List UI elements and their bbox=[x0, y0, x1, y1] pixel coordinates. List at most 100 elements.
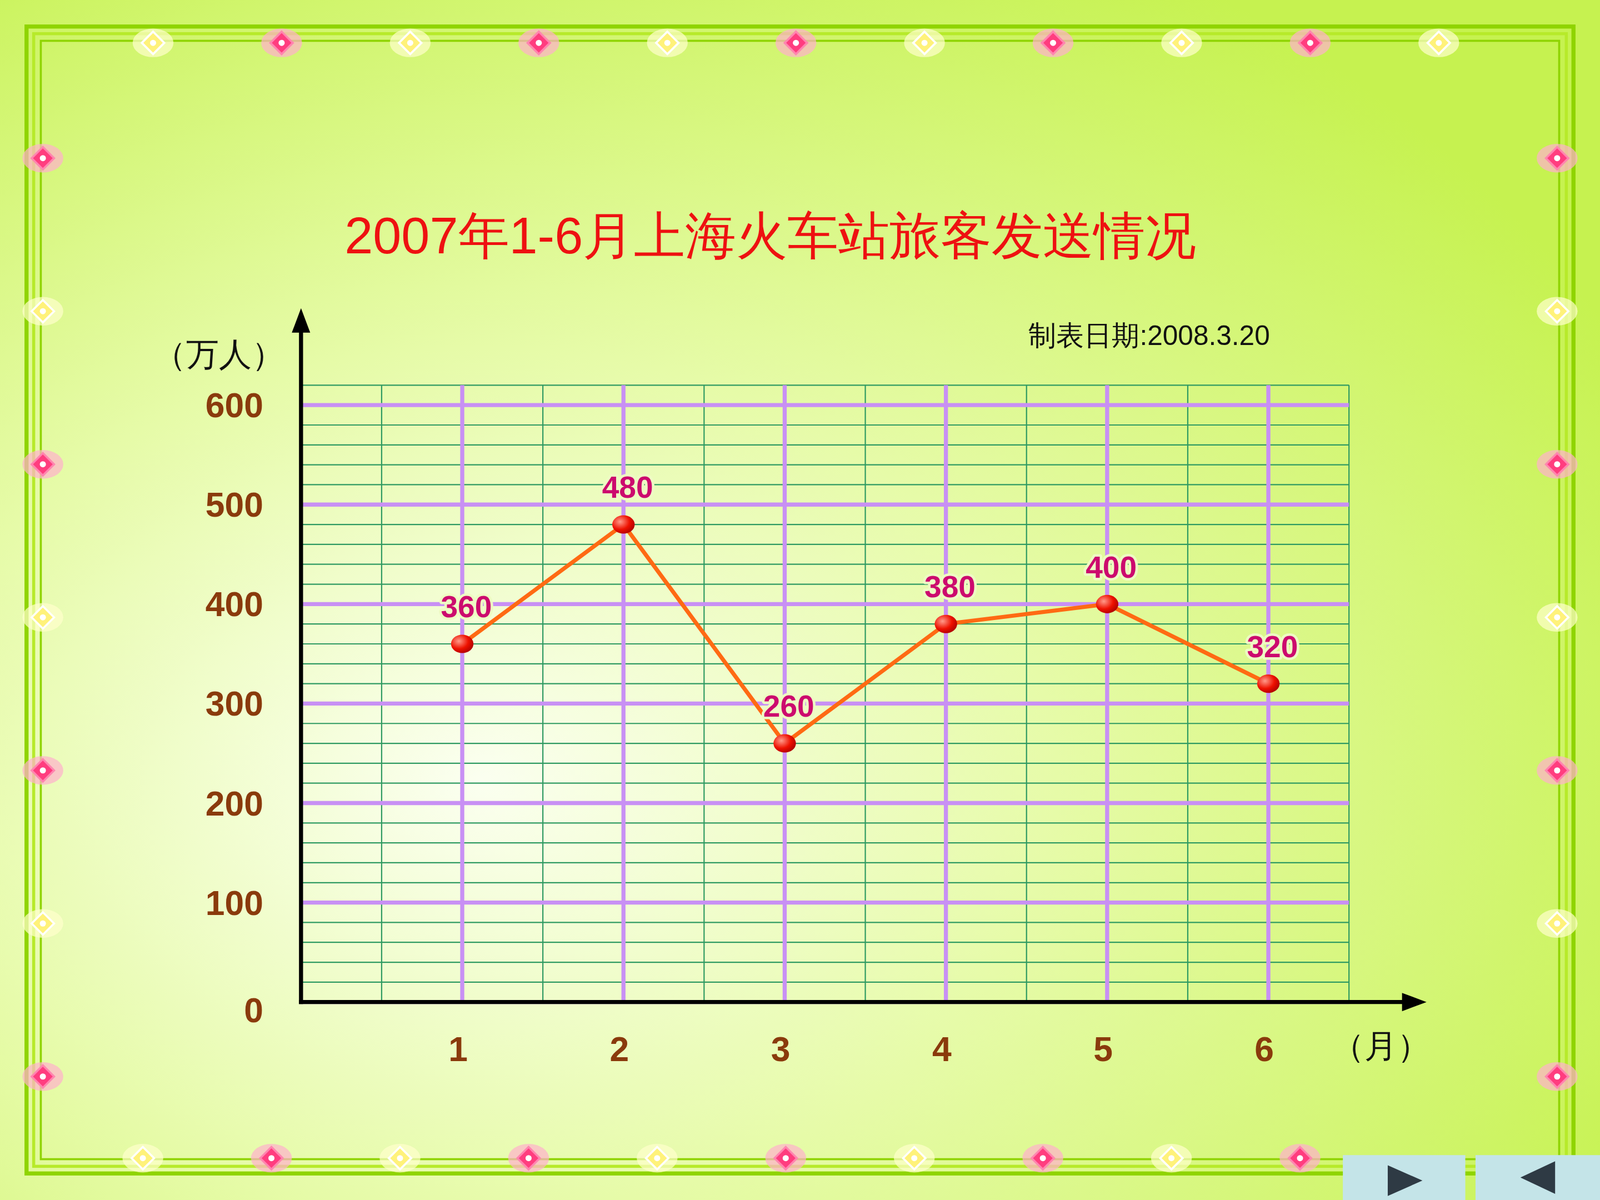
y-tick-label: 400 bbox=[205, 584, 264, 624]
decoration bbox=[122, 1143, 163, 1173]
data-label: 400 bbox=[1085, 550, 1137, 585]
background bbox=[0, 0, 1600, 1200]
minor-grid-line bbox=[301, 782, 1349, 784]
decoration bbox=[1279, 1143, 1320, 1173]
decoration bbox=[22, 1062, 63, 1091]
minor-grid-line bbox=[301, 981, 1349, 983]
decoration bbox=[251, 1143, 292, 1173]
minor-grid-line bbox=[1187, 385, 1189, 1002]
minor-grid-line bbox=[301, 882, 1349, 884]
decoration bbox=[1536, 603, 1578, 632]
decoration bbox=[1536, 756, 1578, 785]
y-tick-label: 600 bbox=[205, 385, 264, 425]
grid-line bbox=[301, 701, 1349, 706]
minor-grid-line bbox=[301, 444, 1349, 446]
frame bbox=[33, 33, 1567, 1167]
minor-grid-line bbox=[381, 385, 383, 1002]
decoration bbox=[1536, 1062, 1578, 1091]
minor-grid-line bbox=[301, 503, 1349, 505]
minor-grid-line bbox=[301, 483, 1349, 485]
y-axis-arrow bbox=[291, 308, 310, 333]
x-axis-title: （月） bbox=[1331, 1027, 1430, 1064]
minor-grid-line bbox=[301, 384, 1349, 386]
grid-line bbox=[301, 801, 1349, 805]
data-point bbox=[1096, 595, 1119, 614]
decoration bbox=[1536, 296, 1578, 325]
annotation: 制表日期:2008.3.20 bbox=[1028, 320, 1270, 352]
decoration bbox=[1536, 450, 1578, 479]
frame bbox=[40, 40, 1559, 1159]
grid-line bbox=[1105, 385, 1109, 1002]
data-label: 380 bbox=[924, 569, 976, 604]
y-tick-label: 100 bbox=[205, 883, 264, 923]
decoration bbox=[261, 28, 302, 57]
plot-data bbox=[451, 515, 1280, 753]
x-axis bbox=[298, 1000, 1413, 1004]
decoration bbox=[765, 1143, 807, 1173]
decoration bbox=[22, 296, 63, 325]
decoration bbox=[390, 28, 431, 57]
minor-grid-line bbox=[301, 563, 1349, 565]
data-point bbox=[773, 734, 796, 753]
x-tick-label: 1 bbox=[448, 1029, 468, 1069]
minor-grid-line bbox=[301, 683, 1349, 685]
data-label: 320 bbox=[1246, 629, 1298, 664]
minor-grid-line bbox=[301, 901, 1349, 903]
frame bbox=[26, 26, 1574, 1174]
minor-grid-line bbox=[301, 762, 1349, 764]
minor-grid-line bbox=[1026, 385, 1028, 1002]
decoration bbox=[1151, 1143, 1192, 1173]
y-tick-label: 0 bbox=[243, 990, 264, 1030]
grid-line bbox=[460, 385, 464, 1002]
decoration bbox=[1161, 28, 1202, 57]
decoration bbox=[22, 143, 63, 173]
decoration bbox=[1536, 143, 1578, 173]
minor-grid-line bbox=[301, 543, 1349, 545]
decoration bbox=[1536, 909, 1578, 938]
y-axis-title: （万人） bbox=[153, 336, 285, 373]
decoration bbox=[518, 28, 559, 57]
next-button[interactable] bbox=[1342, 1155, 1465, 1200]
minor-grid-line bbox=[301, 583, 1349, 585]
minor-grid-line bbox=[301, 941, 1349, 943]
minor-grid-line bbox=[542, 385, 544, 1002]
decoration bbox=[903, 28, 945, 57]
minor-grid-line bbox=[301, 464, 1349, 466]
x-tick-label: 4 bbox=[932, 1029, 952, 1069]
decoration bbox=[379, 1143, 420, 1173]
data-point bbox=[451, 634, 474, 653]
decoration bbox=[22, 909, 63, 938]
minor-grid-line bbox=[301, 404, 1349, 406]
minor-grid-line bbox=[301, 961, 1349, 963]
minor-grid-line bbox=[301, 921, 1349, 923]
x-tick-label: 2 bbox=[610, 1029, 630, 1069]
data-label: 480 bbox=[602, 470, 654, 505]
grid-line bbox=[301, 900, 1349, 905]
decoration bbox=[636, 1143, 678, 1173]
x-axis-arrow bbox=[1402, 992, 1427, 1012]
decoration bbox=[1290, 28, 1331, 57]
decoration bbox=[1022, 1143, 1063, 1173]
y-axis bbox=[298, 322, 303, 1004]
decoration bbox=[775, 28, 817, 57]
grid-line bbox=[301, 403, 1349, 408]
minor-grid-line bbox=[301, 742, 1349, 744]
minor-grid-line bbox=[301, 822, 1349, 824]
y-tick-label: 500 bbox=[205, 485, 264, 524]
decoration bbox=[22, 603, 63, 632]
y-tick-label: 300 bbox=[205, 683, 264, 723]
decoration bbox=[22, 450, 63, 479]
minor-grid-line bbox=[301, 663, 1349, 665]
decoration bbox=[646, 28, 688, 57]
decoration bbox=[132, 28, 174, 57]
grid-line bbox=[1266, 385, 1270, 1002]
decoration bbox=[22, 756, 63, 785]
decoration bbox=[1418, 28, 1459, 57]
data-point bbox=[612, 515, 635, 534]
title: 2007年1-6月上海火车站旅客发送情况 bbox=[344, 207, 1197, 264]
prev-button[interactable] bbox=[1475, 1155, 1600, 1200]
minor-grid-line bbox=[703, 385, 705, 1002]
data-line bbox=[462, 524, 1269, 744]
y-tick-label: 200 bbox=[205, 783, 264, 823]
decoration bbox=[1032, 28, 1074, 57]
